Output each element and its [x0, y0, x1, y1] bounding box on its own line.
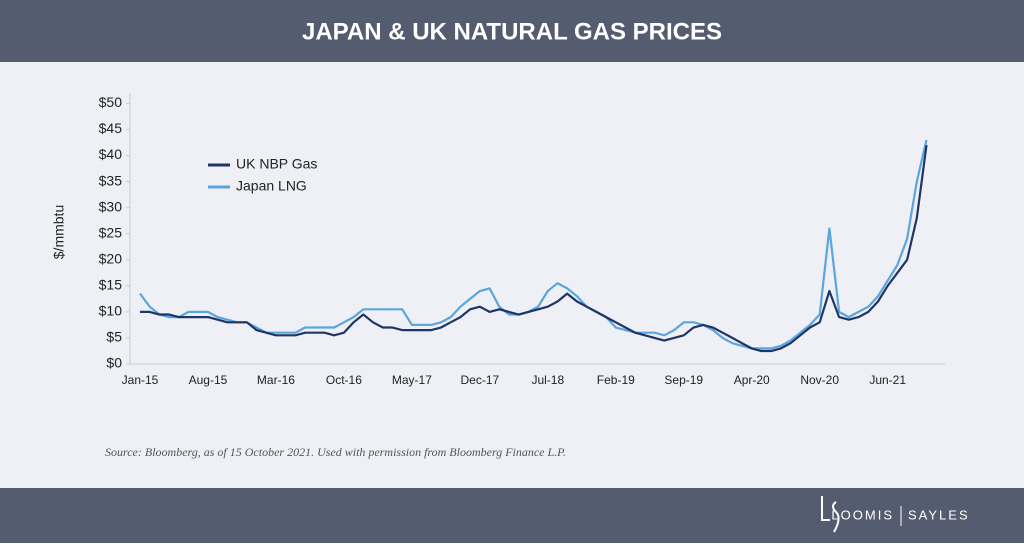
y-tick-label: $10: [99, 303, 123, 319]
x-tick-label: Feb-19: [597, 373, 635, 387]
y-tick-label: $15: [99, 277, 123, 293]
x-tick-label: Dec-17: [461, 373, 500, 387]
legend-label: Japan LNG: [236, 178, 307, 194]
series-line: [140, 144, 928, 353]
y-tick-label: $45: [99, 120, 123, 136]
source-note: Source: Bloomberg, as of 15 October 2021…: [105, 445, 566, 459]
y-tick-label: $50: [99, 94, 123, 110]
x-tick-label: Jul-18: [531, 373, 564, 387]
y-tick-label: $20: [99, 250, 123, 266]
series-line: [139, 139, 928, 350]
x-tick-label: May-17: [392, 373, 432, 387]
x-tick-label: Jun-21: [869, 373, 906, 387]
y-axis-label: $/mmbtu: [51, 205, 67, 259]
y-tick-label: $0: [106, 355, 122, 371]
header-band: [0, 0, 1024, 62]
y-tick-label: $25: [99, 224, 123, 240]
logo-text: LOOMIS: [831, 507, 894, 522]
x-tick-label: Sep-19: [664, 373, 703, 387]
y-tick-label: $5: [106, 329, 122, 345]
x-tick-label: Jan-15: [122, 373, 159, 387]
y-tick-label: $35: [99, 172, 123, 188]
x-tick-label: Apr-20: [734, 373, 770, 387]
x-tick-label: Mar-16: [257, 373, 295, 387]
logo-text: SAYLES: [908, 507, 970, 522]
y-tick-label: $40: [99, 146, 123, 162]
footer-band: [0, 488, 1024, 543]
y-tick-label: $30: [99, 198, 123, 214]
x-tick-label: Nov-20: [800, 373, 839, 387]
x-tick-label: Oct-16: [326, 373, 362, 387]
logo-mark: [821, 496, 840, 533]
title: JAPAN & UK NATURAL GAS PRICES: [302, 18, 722, 45]
x-tick-label: Aug-15: [189, 373, 228, 387]
legend-label: UK NBP Gas: [236, 156, 317, 172]
